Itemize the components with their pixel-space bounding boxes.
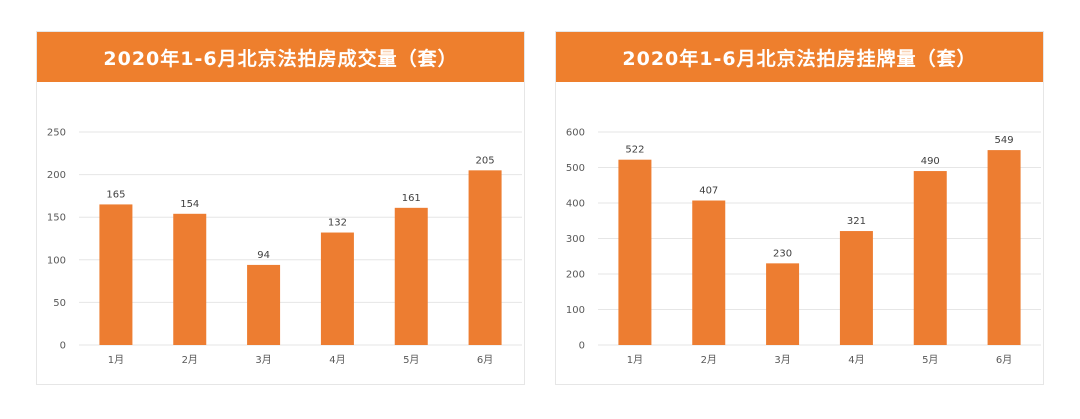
x-tick-label: 4月 — [848, 354, 864, 366]
listing-volume-chart: 2020年1-6月北京法拍房挂牌量（套） 0 100 200 300 400 500 600… — [555, 31, 1044, 385]
y-tick-label: 0 — [60, 341, 66, 352]
y-tick-label: 200 — [566, 270, 585, 281]
x-tick-label: 6月 — [477, 354, 493, 366]
bar — [839, 231, 873, 345]
bar — [766, 263, 800, 345]
x-tick-label: 1月 — [108, 354, 124, 366]
bar — [394, 207, 428, 345]
x-tick-label: 3月 — [774, 354, 790, 366]
data-label: 407 — [699, 186, 718, 197]
bar — [692, 200, 726, 345]
data-label: 490 — [921, 156, 940, 167]
x-tick-label: 2月 — [182, 354, 198, 366]
y-tick-label: 100 — [47, 255, 66, 266]
y-tick-label: 100 — [566, 305, 585, 316]
data-label: 132 — [328, 218, 347, 229]
y-tick-label: 250 — [47, 128, 66, 139]
bar — [173, 213, 207, 345]
x-tick-label: 5月 — [922, 354, 938, 366]
bar — [618, 159, 652, 345]
chart-title: 2020年1-6月北京法拍房挂牌量（套） — [556, 32, 1043, 82]
y-tick-label: 0 — [579, 341, 585, 352]
x-tick-label: 1月 — [627, 354, 643, 366]
data-label: 230 — [773, 248, 792, 259]
data-label: 321 — [847, 216, 866, 227]
data-label: 522 — [625, 145, 644, 156]
y-tick-label: 300 — [566, 234, 585, 245]
x-tick-label: 2月 — [701, 354, 717, 366]
bar — [99, 204, 133, 345]
data-label: 154 — [180, 199, 199, 210]
data-label: 94 — [257, 250, 270, 261]
bar — [913, 171, 947, 345]
x-tick-label: 4月 — [329, 354, 345, 366]
transaction-volume-plot: 0 50 100 150 200 250 165 1月 154 2月 94 3月 132 4月 161 5月 2… — [47, 128, 522, 366]
x-tick-label: 6月 — [996, 354, 1012, 366]
y-tick-label: 50 — [53, 298, 66, 309]
data-label: 549 — [995, 135, 1014, 146]
bar — [320, 232, 354, 345]
data-label: 205 — [476, 155, 495, 166]
chart-title: 2020年1-6月北京法拍房成交量（套） — [37, 32, 524, 82]
y-tick-label: 600 — [566, 128, 585, 139]
y-tick-label: 200 — [47, 170, 66, 181]
data-label: 165 — [106, 189, 125, 200]
x-tick-label: 5月 — [403, 354, 419, 366]
y-tick-label: 500 — [566, 163, 585, 174]
bar — [987, 150, 1021, 345]
data-label: 161 — [402, 193, 421, 204]
bar — [247, 264, 281, 345]
listing-volume-plot: 0 100 200 300 400 500 600 522 1月 407 2月 230 3月 321 4月 4… — [566, 128, 1041, 366]
y-tick-label: 400 — [566, 199, 585, 210]
bar — [468, 170, 502, 345]
transaction-volume-chart: 2020年1-6月北京法拍房成交量（套） 0 50 100 150 200 250 165 1… — [36, 31, 525, 385]
y-tick-label: 150 — [47, 213, 66, 224]
x-tick-label: 3月 — [255, 354, 271, 366]
